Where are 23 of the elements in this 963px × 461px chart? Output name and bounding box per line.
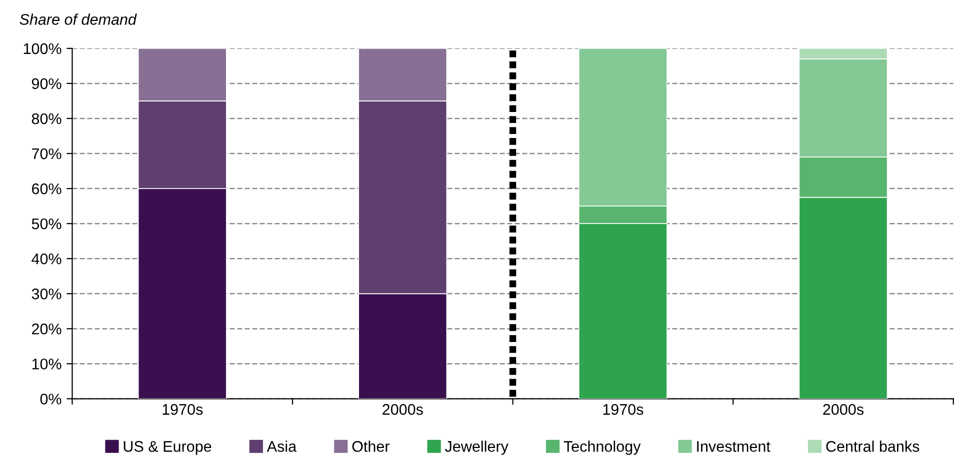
- y-tick-label: 0%: [40, 394, 62, 404]
- y-tick-label: 30%: [32, 288, 62, 300]
- x-tick-label: 2000s: [823, 404, 864, 415]
- legend-label: Investment: [697, 441, 770, 452]
- y-tick-label: 20%: [32, 324, 62, 334]
- y-tick-label: 70%: [32, 148, 62, 160]
- y-tick-label: 40%: [32, 253, 62, 264]
- legend-label: Jewellery: [445, 440, 508, 455]
- legend-label: Asia: [266, 440, 297, 452]
- y-tick-label: 100%: [24, 43, 62, 54]
- y-tick-label: 10%: [32, 358, 62, 370]
- x-tick-label: 1970s: [603, 404, 644, 415]
- x-tick-label: 1970s: [162, 404, 203, 415]
- y-tick-label: 60%: [32, 183, 62, 194]
- y-tick-label: 50%: [32, 218, 62, 230]
- y-tick-label: 80%: [32, 113, 62, 124]
- legend-label: Technology: [564, 440, 641, 455]
- legend-label: Other: [352, 440, 390, 452]
- y-tick-label: 90%: [32, 78, 62, 90]
- y-axis-title: Share of demand: [20, 14, 137, 25]
- x-tick-label: 2000s: [382, 404, 423, 415]
- legend-label: US & Europe: [124, 441, 212, 455]
- legend-label: Central banks: [826, 440, 920, 452]
